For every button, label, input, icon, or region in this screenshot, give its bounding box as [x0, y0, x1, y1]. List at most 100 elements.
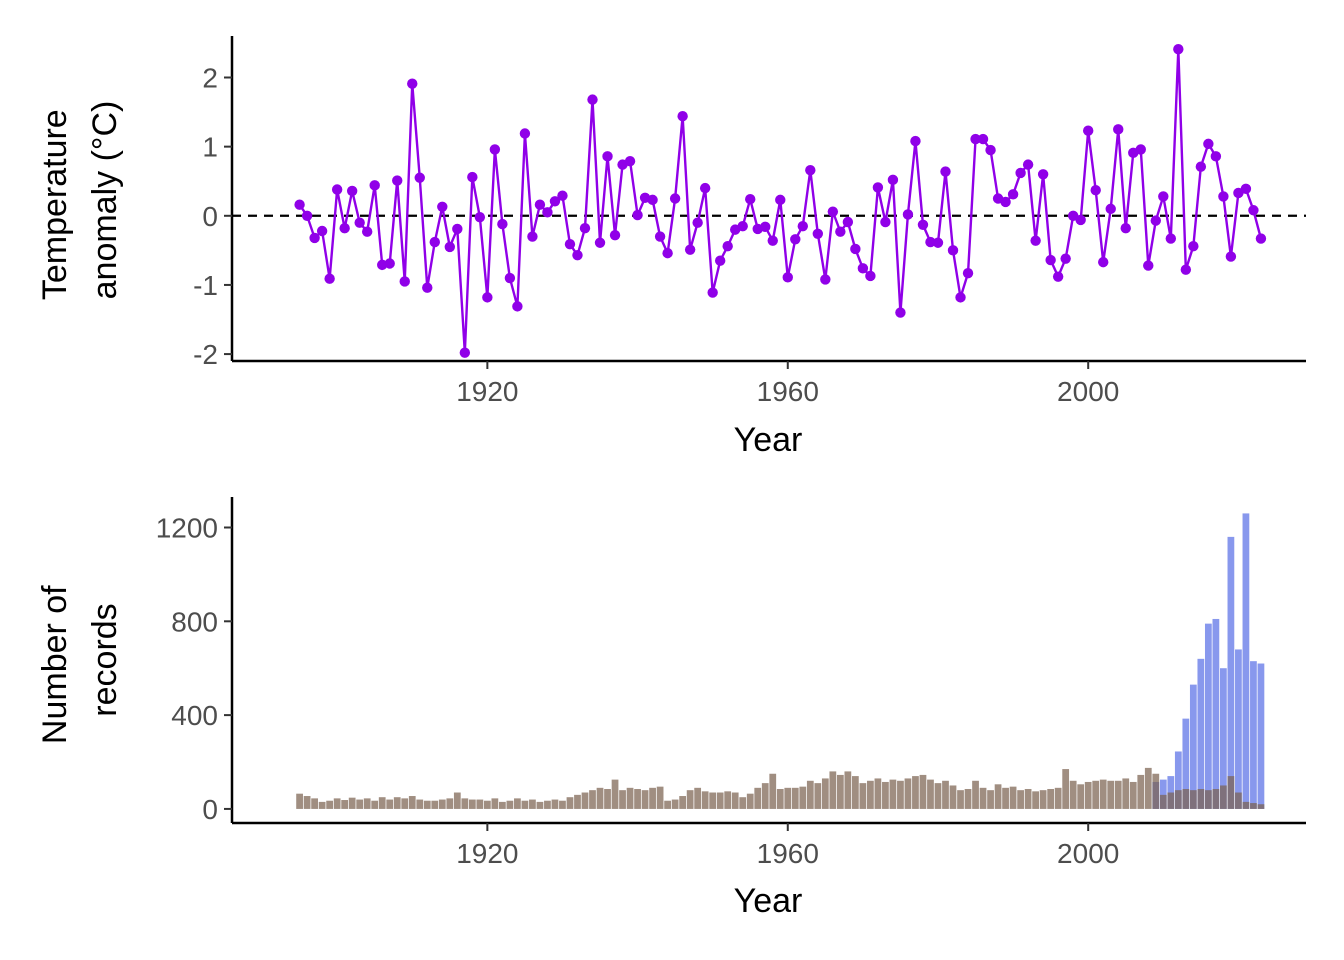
records-bar [656, 786, 664, 809]
temperature-point [1022, 159, 1034, 170]
records-bar [1039, 790, 1047, 809]
records-bar [506, 800, 514, 809]
temperature-point [1015, 167, 1026, 179]
x-tick-label: 2000 [1057, 376, 1119, 407]
records-bar [851, 776, 859, 809]
temperature-point [842, 216, 854, 228]
temperature-point [1188, 241, 1199, 252]
temperature-point [1210, 151, 1222, 162]
temperature-point [767, 235, 778, 246]
records-bar [611, 779, 619, 809]
temperature-point [707, 287, 718, 298]
temperature-point [775, 194, 786, 206]
records-bar [769, 773, 777, 809]
records-bar [378, 797, 386, 809]
records-bar [1242, 513, 1250, 809]
records-bar [731, 792, 739, 809]
temperature-point [805, 164, 816, 176]
records-y-ticks: 0 400 800 1200 [156, 512, 232, 825]
temperature-point [1255, 233, 1267, 244]
records-bar [589, 790, 596, 809]
temperature-point [1158, 191, 1169, 202]
temperature-point [910, 135, 921, 147]
temperature-point [985, 144, 996, 156]
records-bar [1250, 661, 1257, 809]
records-bar [776, 788, 784, 809]
temperature-point [474, 211, 486, 223]
records-bar [491, 798, 499, 809]
temperature-point [392, 175, 403, 186]
temperature-point [1060, 253, 1071, 264]
records-panel: 0 400 800 1200 1920 1960 2000 Year Number of … [36, 497, 1306, 920]
temperature-point [331, 184, 343, 195]
temperature-point [429, 236, 440, 248]
temperature-point [519, 128, 531, 139]
records-bar [423, 800, 431, 809]
temperature-point [880, 216, 891, 228]
records-bar [739, 797, 747, 809]
records-bar [791, 787, 799, 809]
records-bar [671, 799, 679, 809]
temperature-point [1150, 215, 1161, 226]
y-tick-label: 1 [202, 132, 218, 163]
records-bar [821, 778, 829, 809]
temperature-point [902, 209, 914, 220]
temperature-point [782, 272, 793, 283]
temperature-point [654, 231, 666, 242]
temperature-point [699, 182, 711, 194]
records-bar [1092, 780, 1100, 809]
temperature-point [714, 255, 726, 266]
records-bar [949, 785, 957, 809]
temperature-plot-area [232, 43, 1306, 358]
temperature-point [1105, 203, 1116, 215]
temperature-point [346, 185, 358, 197]
temperature-y-axis-title-line-2: anomaly (°C) [86, 101, 124, 300]
records-bar [979, 787, 987, 809]
records-bar [529, 799, 536, 809]
records-x-axis-title: Year [734, 882, 803, 920]
temperature-point [669, 193, 681, 204]
temperature-point [324, 273, 335, 284]
temperature-point [895, 307, 906, 318]
temperature-point [1135, 144, 1146, 155]
records-bar [957, 790, 964, 809]
records-bar [964, 788, 972, 809]
y-tick-label: -2 [193, 339, 218, 370]
y-tick-label: 2 [202, 62, 218, 93]
temperature-point [384, 258, 395, 269]
temperature-point [1037, 169, 1049, 180]
records-x-ticks: 1920 1960 2000 [456, 823, 1119, 869]
records-bar [581, 792, 589, 809]
temperature-point [820, 274, 831, 285]
records-bar [1235, 792, 1242, 809]
temperature-point [745, 193, 756, 205]
records-bar [1227, 536, 1235, 809]
records-bar [1220, 785, 1227, 809]
records-bar [551, 799, 559, 809]
records-bar [784, 787, 792, 809]
temperature-point [624, 155, 636, 167]
temperature-point [1007, 189, 1019, 200]
temperature-point [1195, 161, 1207, 172]
records-bar [724, 791, 732, 809]
records-bar [1197, 658, 1205, 809]
records-bar [1257, 663, 1265, 809]
records-bar [1032, 791, 1040, 809]
records-bar [514, 798, 521, 809]
records-plot-area [296, 513, 1265, 809]
temperature-point [1165, 233, 1177, 244]
temperature-points [294, 43, 1267, 358]
temperature-point [309, 232, 320, 244]
records-bar [536, 801, 544, 809]
temperature-point [632, 209, 643, 221]
records-bar [1204, 623, 1212, 809]
temperature-point [316, 225, 328, 237]
temperature-point [504, 272, 516, 284]
temperature-point [512, 301, 523, 312]
records-bar [401, 798, 409, 809]
temperature-point [1248, 205, 1259, 216]
records-y-axis-title: Number of records [36, 576, 124, 744]
temperature-point [361, 226, 373, 237]
temperature-point [647, 194, 658, 206]
